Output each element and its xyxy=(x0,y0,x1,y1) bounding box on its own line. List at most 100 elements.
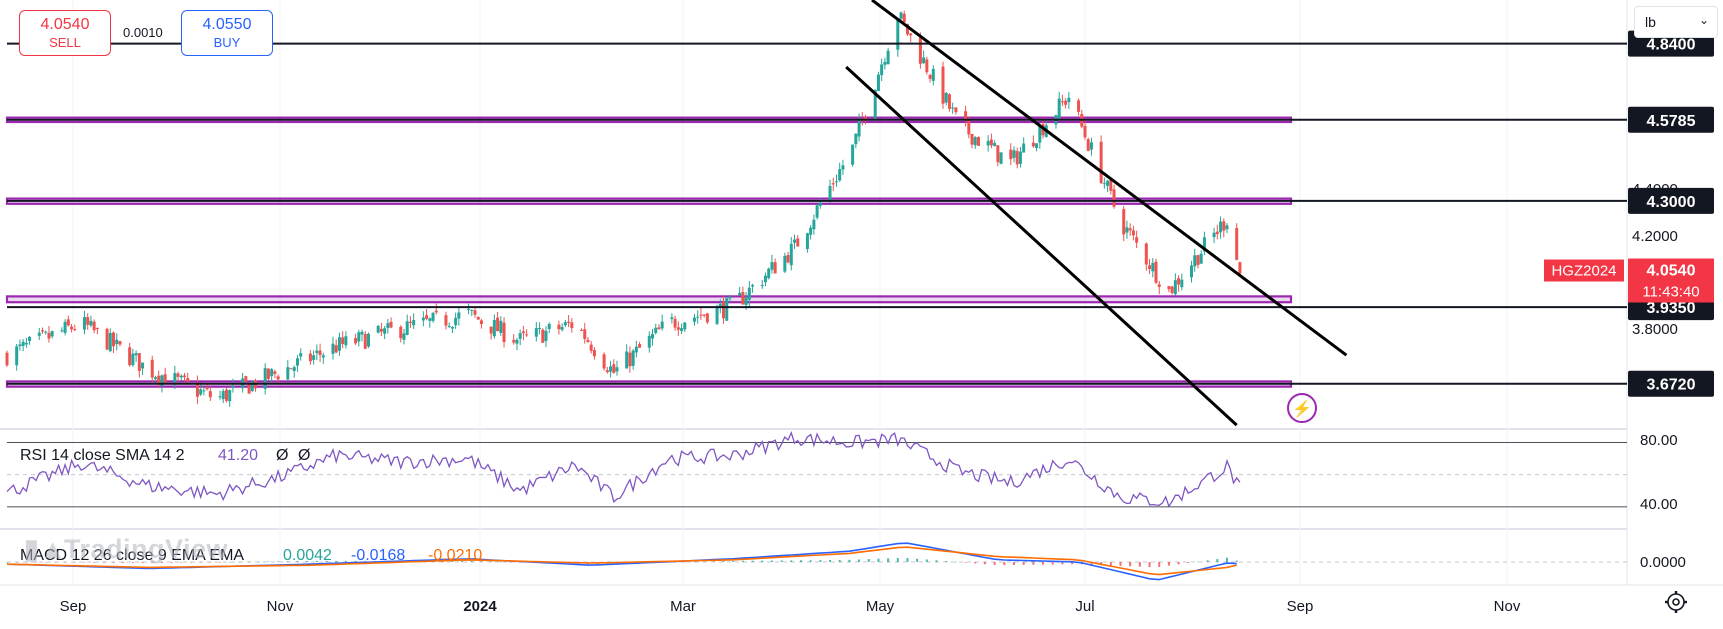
candle-body xyxy=(173,373,177,383)
candle-body xyxy=(763,275,767,283)
macd-histogram-bar xyxy=(722,561,725,562)
candle-body xyxy=(557,324,561,330)
candle-body xyxy=(999,152,1003,164)
candle-body xyxy=(673,318,677,328)
candle-body xyxy=(722,302,726,319)
macd-legend-value: -0.0168 xyxy=(351,547,405,564)
candle-body xyxy=(389,321,393,328)
macd-histogram-bar xyxy=(180,562,183,563)
candle-body xyxy=(1167,286,1171,290)
candle-body xyxy=(715,306,719,324)
candle-body xyxy=(15,346,19,366)
candle-body xyxy=(1089,142,1093,150)
candle-body xyxy=(909,33,913,36)
candle-body xyxy=(967,118,971,135)
macd-histogram-bar xyxy=(277,561,280,562)
macd-histogram-bar xyxy=(887,558,890,562)
macd-histogram-bar xyxy=(1158,562,1161,567)
candle-body xyxy=(499,320,503,333)
candle-body xyxy=(334,345,338,353)
macd-histogram-bar xyxy=(219,562,222,563)
candle-body xyxy=(851,144,855,165)
macd-histogram-bar xyxy=(1177,562,1180,565)
macd-histogram-bar xyxy=(1012,562,1015,566)
candle-body xyxy=(444,315,448,326)
candle-body xyxy=(973,137,977,146)
candle-body xyxy=(163,374,167,385)
buy-button[interactable]: 4.0550 BUY xyxy=(181,10,273,56)
macd-histogram-bar xyxy=(906,557,909,562)
candle-body xyxy=(82,317,86,330)
candle-body xyxy=(1015,151,1019,165)
macd-histogram-bar xyxy=(703,561,706,563)
macd-histogram-bar xyxy=(344,560,347,562)
sell-label: SELL xyxy=(49,35,81,50)
candle-body xyxy=(512,339,516,343)
macd-histogram-bar xyxy=(867,559,870,562)
candle-body xyxy=(221,391,225,400)
candle-body xyxy=(431,312,435,321)
candle-body xyxy=(905,23,909,35)
last-price-label: 4.0540 xyxy=(1647,263,1696,280)
candle-body xyxy=(1235,228,1239,260)
candle-body xyxy=(357,332,361,342)
candle-body xyxy=(108,333,112,352)
candle-body xyxy=(563,322,567,326)
time-axis-label: Sep xyxy=(1287,598,1314,615)
candle-body xyxy=(838,169,842,181)
macd-histogram-bar xyxy=(1119,562,1122,566)
price-axis-label: 3.8000 xyxy=(1632,321,1678,338)
candle-body xyxy=(841,165,845,170)
macd-histogram-bar xyxy=(693,561,696,563)
candle-body xyxy=(408,321,412,324)
candle-body xyxy=(922,57,926,64)
candle-body xyxy=(1202,237,1206,252)
tradingview-logo-icon: ▮▲ xyxy=(24,534,67,564)
candle-body xyxy=(1238,262,1242,274)
countdown-label: 11:43:40 xyxy=(1642,284,1699,301)
candle-body xyxy=(244,376,248,382)
candle-body xyxy=(580,329,584,331)
unit-value: lb xyxy=(1645,14,1656,30)
candle-body xyxy=(541,329,545,343)
candle-body xyxy=(638,344,642,348)
time-axis-label: Mar xyxy=(670,598,696,615)
candle-body xyxy=(489,326,493,334)
macd-histogram-bar xyxy=(83,562,86,563)
candle-body xyxy=(1099,141,1103,184)
level-price-label: 4.8400 xyxy=(1647,37,1696,54)
candle-body xyxy=(834,181,838,183)
candle-body xyxy=(315,350,319,354)
candle-body xyxy=(660,321,664,329)
candle-body xyxy=(728,296,732,299)
candle-body xyxy=(118,341,122,345)
candle-body xyxy=(970,133,974,145)
sell-button[interactable]: 4.0540 SELL xyxy=(19,10,111,56)
candle-body xyxy=(896,19,900,50)
candle-body xyxy=(402,333,406,340)
candle-body xyxy=(1086,139,1090,151)
gear-icon[interactable] xyxy=(1662,588,1690,616)
candle-body xyxy=(521,331,525,334)
candle-body xyxy=(628,352,632,367)
macd-histogram-bar xyxy=(257,561,260,563)
candle-body xyxy=(744,297,748,305)
candle-body xyxy=(789,243,793,266)
candle-body xyxy=(767,268,771,279)
macd-histogram-bar xyxy=(896,557,899,562)
rsi-legend-value: Ø xyxy=(298,447,310,464)
candle-body xyxy=(570,322,574,328)
candle-body xyxy=(41,330,45,332)
candle-body xyxy=(647,335,651,348)
candle-body xyxy=(218,396,222,398)
macd-histogram-bar xyxy=(160,562,163,563)
candle-body xyxy=(270,369,274,377)
candle-body xyxy=(86,317,90,325)
candle-body xyxy=(318,350,322,356)
candle-body xyxy=(567,321,571,323)
unit-selector[interactable]: lb ⌄ xyxy=(1634,6,1718,38)
macd-histogram-bar xyxy=(751,560,754,562)
macd-histogram-bar xyxy=(509,562,512,563)
level-price-tag xyxy=(1628,106,1714,133)
